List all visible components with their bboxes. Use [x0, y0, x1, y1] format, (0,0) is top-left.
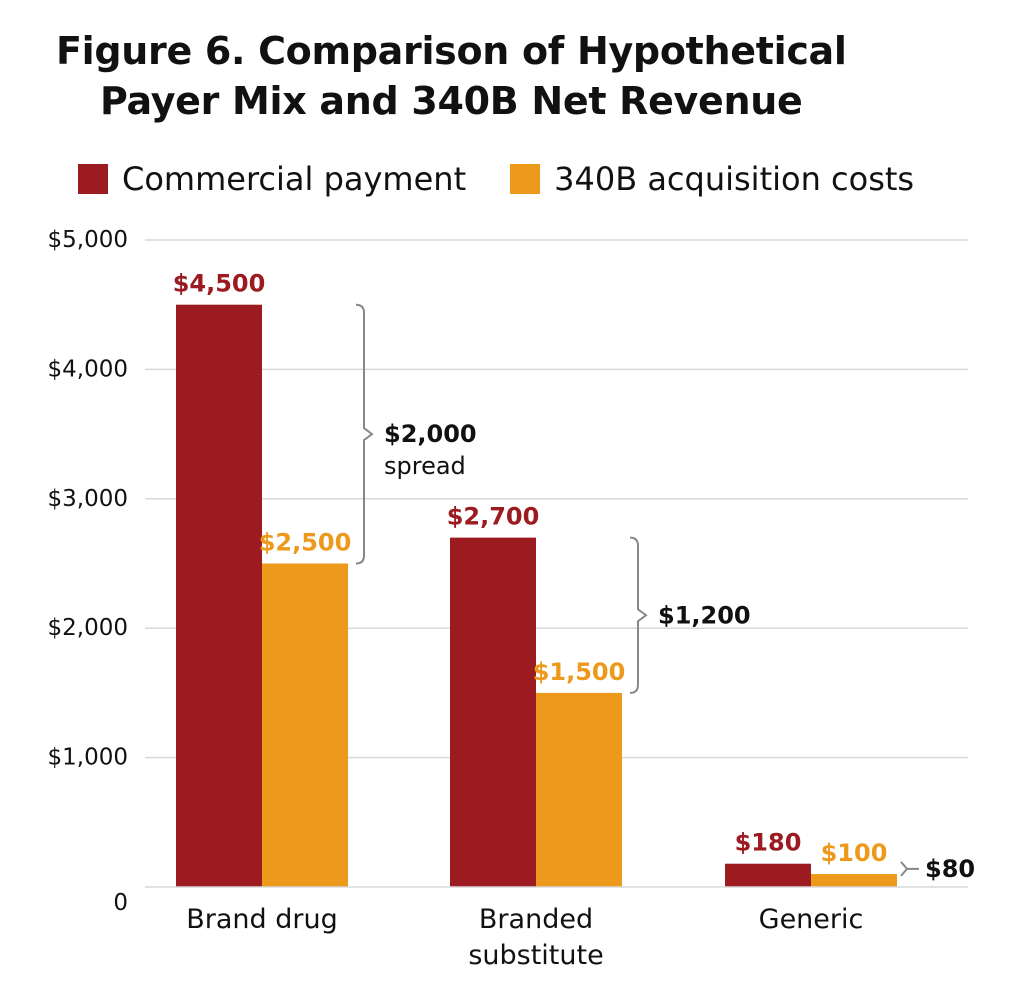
bar-acquisition-2 — [811, 874, 897, 887]
bar-label-commercial-0: $4,500 — [173, 270, 266, 298]
spread-pointer-2 — [900, 861, 919, 877]
spread-label-2: $80 — [925, 855, 975, 883]
bar-label-commercial-2: $180 — [735, 829, 802, 857]
category-label-0-0: Brand drug — [186, 904, 338, 935]
bar-label-acquisition-0: $2,500 — [259, 529, 352, 557]
bar-commercial-1 — [450, 537, 536, 887]
bar-label-acquisition-2: $100 — [821, 839, 888, 867]
spread-label-0: $2,000 — [384, 420, 477, 448]
chart-title: Figure 6. Comparison of Hypothetical Pay… — [56, 26, 847, 126]
legend-swatch-commercial — [78, 164, 108, 194]
spread-bracket-0 — [355, 303, 374, 565]
legend-label-commercial: Commercial payment — [122, 160, 467, 198]
y-tick-label-3: $3,000 — [48, 486, 128, 512]
bar-commercial-2 — [725, 863, 811, 887]
category-label-2-0: Generic — [759, 904, 864, 935]
legend-item-acquisition: 340B acquisition costs — [510, 160, 914, 198]
bar-label-commercial-1: $2,700 — [447, 503, 540, 531]
chart-title-line-1: Figure 6. Comparison of Hypothetical — [56, 29, 847, 73]
bar-label-acquisition-1: $1,500 — [533, 658, 626, 686]
bar-acquisition-0 — [262, 563, 348, 887]
category-label-1-0: Branded — [479, 904, 593, 935]
legend-item-commercial: Commercial payment — [78, 160, 466, 198]
chart-title-line-2: Payer Mix and 340B Net Revenue — [100, 79, 803, 123]
spread-bracket-1 — [629, 536, 648, 694]
y-tick-label-5: $5,000 — [48, 227, 128, 253]
category-label-1-1: substitute — [468, 940, 603, 971]
legend-swatch-acquisition — [510, 164, 541, 194]
y-tick-label-2: $2,000 — [48, 615, 128, 641]
y-tick-label-0: 0 — [113, 890, 128, 916]
chart-legend: Commercial payment 340B acquisition cost… — [78, 160, 914, 198]
y-tick-label-4: $4,000 — [48, 356, 128, 382]
y-tick-label-1: $1,000 — [48, 745, 128, 771]
legend-label-acquisition: 340B acquisition costs — [554, 160, 915, 198]
bar-commercial-0 — [176, 304, 262, 887]
spread-sublabel-0: spread — [384, 452, 466, 480]
bar-acquisition-1 — [536, 692, 622, 887]
spread-label-1: $1,200 — [658, 601, 751, 629]
